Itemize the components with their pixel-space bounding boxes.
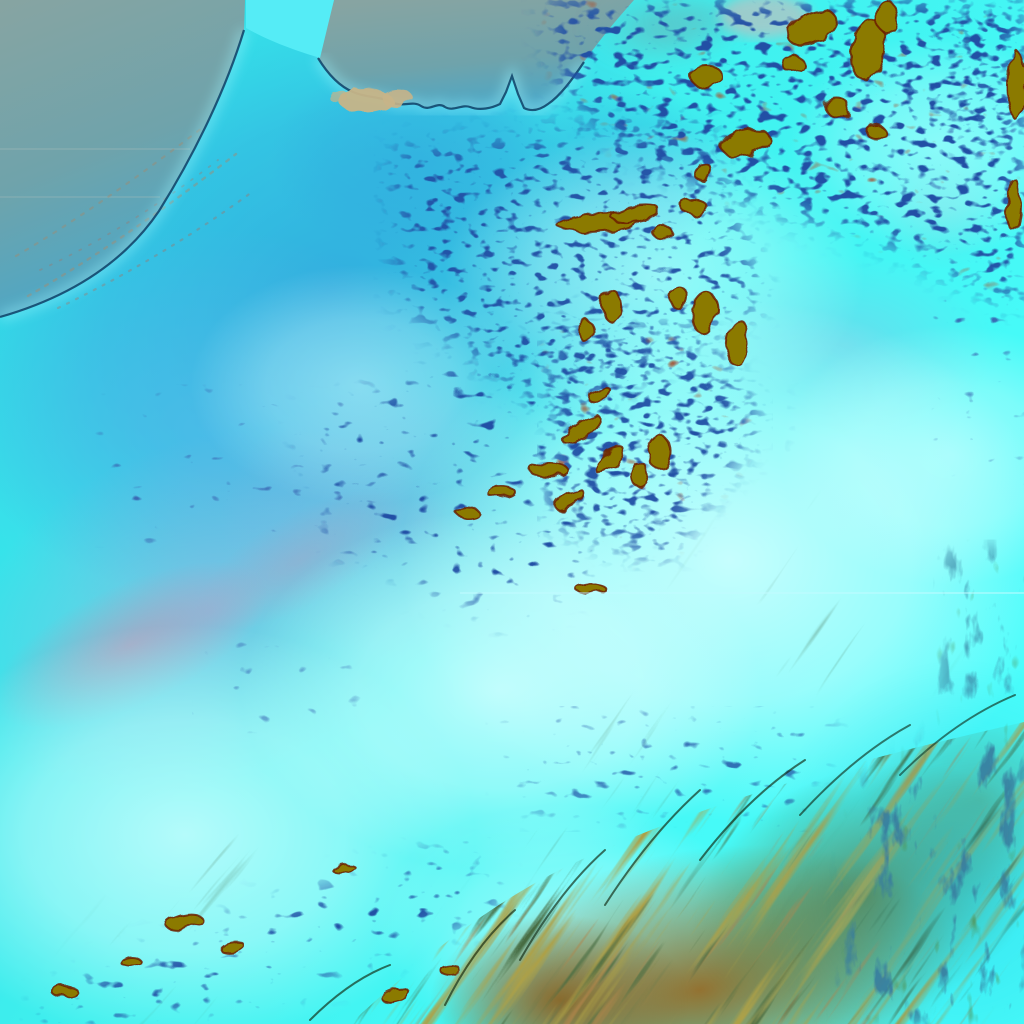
olive-patch [786,10,838,46]
olive-patch [577,320,595,342]
olive-patch [587,387,613,403]
shoal-blob [328,90,348,102]
speckle-band-mid-low [302,302,782,622]
scanline-artifact [460,592,1024,594]
olive-patch [781,55,805,73]
ridge-fringe-texture [358,470,973,1024]
olive-patch [529,462,569,478]
olive-patch [593,447,627,473]
ridge-streak [444,909,516,1006]
olive-patch [689,64,723,88]
sediment-streak [14,126,204,258]
olive-patch [562,414,602,446]
speckle-band-left [108,392,380,540]
olive-patch [690,291,718,333]
olive-patch [600,288,624,324]
olive-patch [554,488,586,512]
ridge-streak [604,789,701,906]
speckle-band-top-right [545,0,1024,310]
olive-patch [692,163,714,181]
olive-patch [486,485,516,499]
sea-scan-stripe [0,148,190,150]
olive-patch [724,319,750,365]
dendrite-texture [836,702,1024,1024]
shoal-tan-patch [328,89,413,113]
olive-patch [331,862,355,874]
olive-patch [1006,50,1024,120]
speckle-band-right-edge [934,72,1022,474]
olive-patch [875,0,897,33]
dendrite-texture [938,548,1024,718]
sea-northwest [0,0,245,317]
olive-patch [866,124,886,140]
sea-scan-stripe [0,196,160,198]
ridge-fringe-texture [0,801,310,1024]
olive-patch [646,435,672,469]
olive-patch [1006,178,1022,232]
ridge-streak [519,849,606,961]
peninsula [246,0,334,58]
olive-patch [455,506,479,518]
dendritic-ridges [760,548,1024,1024]
olive-patch [825,98,851,118]
olive-patch [628,460,648,486]
olive-patch [652,226,674,240]
sediment-streak [39,159,219,271]
olive-patch [720,126,770,158]
olive-patch [669,286,689,310]
olive-patch [680,199,708,215]
speckle-band-left-low [200,640,360,730]
sediment-streaks [14,126,254,310]
shoal-blob [381,89,413,107]
coast-line [0,29,246,319]
ridge-streak [309,964,391,1021]
shoal-blob [339,89,393,113]
olive-patch [611,204,661,224]
olive-patch [850,19,886,81]
